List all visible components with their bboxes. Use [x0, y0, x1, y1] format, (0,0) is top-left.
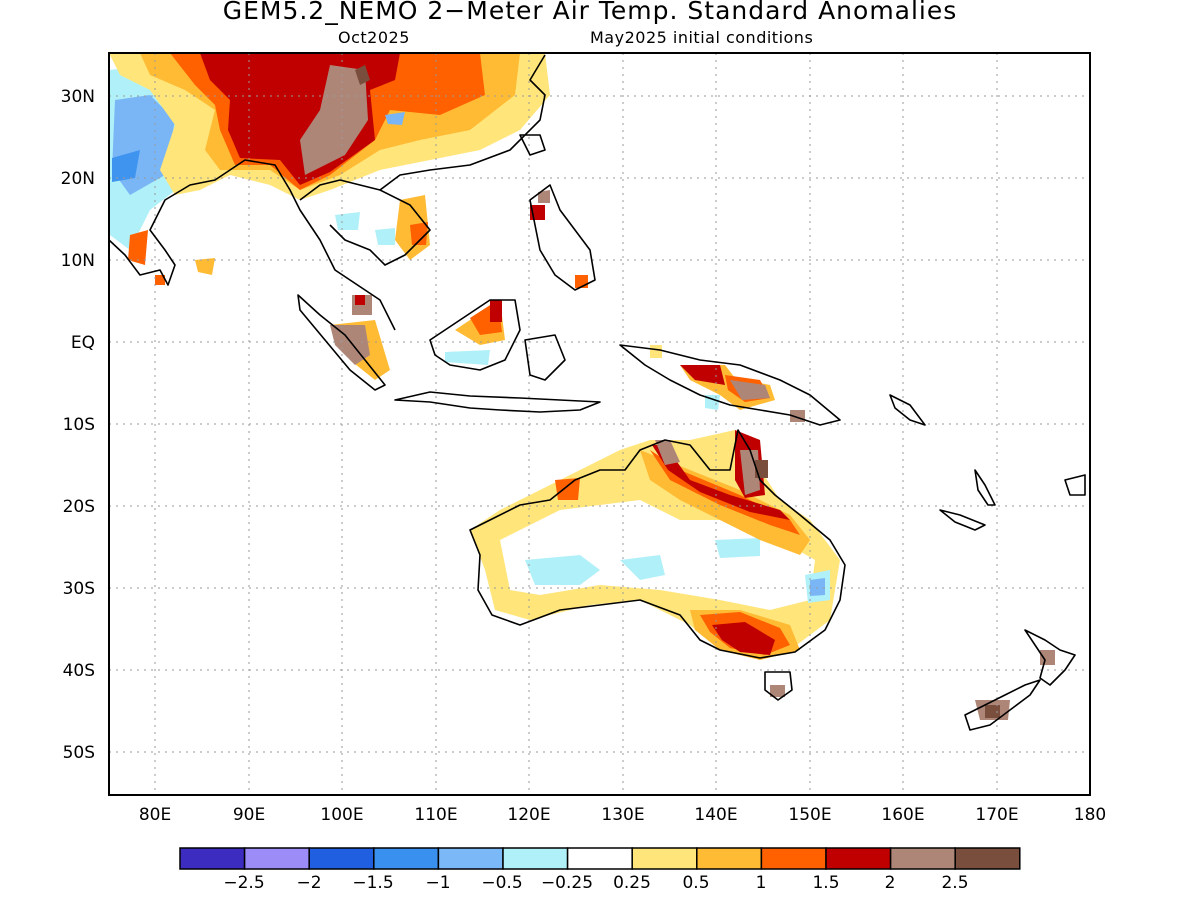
lat-tick: EQ	[71, 333, 95, 353]
map-frame	[108, 52, 1091, 796]
lon-tick: 140E	[694, 805, 737, 825]
lat-tick: 50S	[63, 743, 95, 763]
map-grid	[109, 53, 1090, 795]
anomaly-asia-warm	[109, 53, 550, 285]
legend-labels: −2.5 −2 −1.5 −1 −0.5 −0.25 0.25 0.5 1 1.…	[223, 873, 968, 893]
legend-label: 2	[885, 873, 896, 893]
lon-tick: 90E	[233, 805, 265, 825]
legend-swatch	[502, 847, 569, 870]
legend-swatches	[179, 847, 1021, 870]
lon-tick: 100E	[320, 805, 363, 825]
legend-swatch	[373, 847, 440, 870]
legend-swatch	[243, 847, 310, 870]
legend-label: −1.5	[352, 873, 393, 893]
lon-tick: 180	[1074, 805, 1106, 825]
legend-label: −0.5	[481, 873, 522, 893]
legend-swatch	[954, 847, 1021, 870]
legend-swatch	[760, 847, 827, 870]
anomaly-indochina	[335, 195, 430, 260]
lon-tick: 150E	[788, 805, 831, 825]
legend-swatch	[631, 847, 698, 870]
legend-label: 1	[756, 873, 767, 893]
legend-label: −2	[296, 873, 321, 893]
lat-tick: 40S	[63, 661, 95, 681]
anomaly-new-guinea	[680, 365, 805, 422]
lat-tick: 30N	[61, 87, 95, 107]
lat-tick: 10S	[63, 415, 95, 435]
lon-tick: 130E	[601, 805, 644, 825]
color-legend: −2.5 −2 −1.5 −1 −0.5 −0.25 0.25 0.5 1 1.…	[179, 847, 1021, 893]
coastlines	[109, 54, 1086, 731]
legend-swatch	[566, 847, 633, 870]
init-conditions-label: May2025 initial conditions	[590, 28, 814, 47]
legend-swatch	[437, 847, 504, 870]
lon-tick: 170E	[975, 805, 1018, 825]
plot-area	[109, 53, 1090, 795]
legend-label: 0.25	[613, 873, 651, 893]
legend-swatch	[825, 847, 892, 870]
legend-label: 2.5	[941, 873, 968, 893]
lat-tick: 30S	[63, 579, 95, 599]
legend-label: −2.5	[223, 873, 264, 893]
latitude-labels: 30N 20N 10N EQ 10S 20S 30S 40S 50S	[61, 87, 95, 763]
lat-tick: 10N	[61, 251, 95, 271]
legend-label: 1.5	[812, 873, 839, 893]
map-title: GEM5.2_NEMO 2−Meter Air Temp. Standard A…	[222, 0, 958, 25]
legend-swatch	[696, 847, 763, 870]
valid-month-label: Oct2025	[338, 28, 410, 47]
longitude-labels: 80E 90E 100E 110E 120E 130E 140E 150E 16…	[139, 805, 1106, 825]
legend-label: −1	[425, 873, 450, 893]
legend-swatch	[308, 847, 375, 870]
legend-swatch	[179, 847, 246, 870]
anomaly-australia	[470, 430, 840, 697]
lon-tick: 160E	[881, 805, 924, 825]
lon-tick: 80E	[139, 805, 171, 825]
anomaly-maritime	[330, 190, 662, 380]
lon-tick: 110E	[414, 805, 457, 825]
lat-tick: 20S	[63, 497, 95, 517]
legend-label: 0.5	[682, 873, 709, 893]
legend-label: −0.25	[541, 873, 593, 893]
anomaly-new-zealand	[975, 650, 1055, 720]
legend-swatch	[889, 847, 956, 870]
lon-tick: 120E	[507, 805, 550, 825]
lat-tick: 20N	[61, 169, 95, 189]
